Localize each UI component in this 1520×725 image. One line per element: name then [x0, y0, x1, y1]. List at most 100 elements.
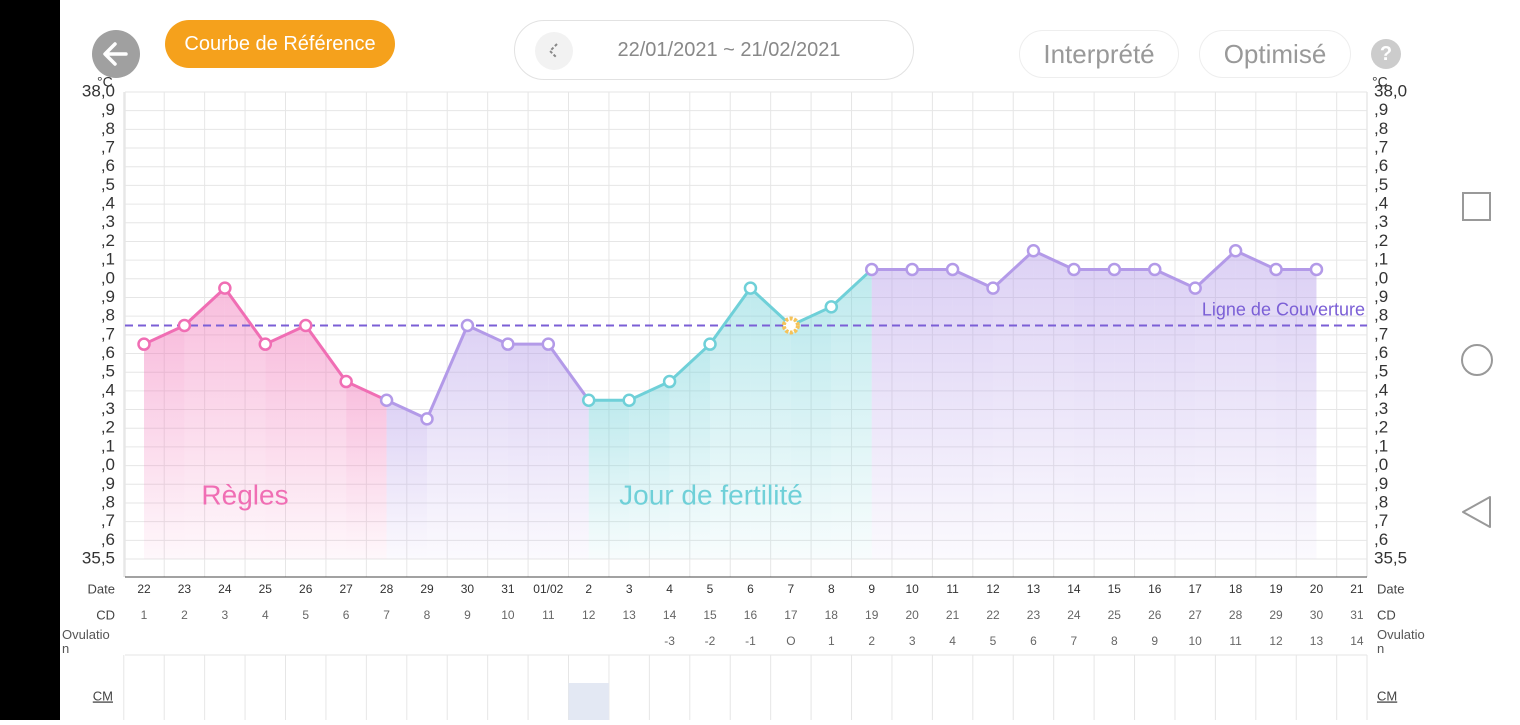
- point: [339, 374, 353, 389]
- point: [1148, 262, 1162, 277]
- area-segment: [548, 344, 589, 559]
- recent-button[interactable]: [1462, 192, 1491, 221]
- point: [218, 281, 232, 295]
- x-tick-label: 30: [461, 582, 475, 596]
- ovulation-label: 9: [1151, 634, 1158, 648]
- y-tick-label: 38,0: [82, 81, 115, 100]
- line-segment: [749, 287, 792, 327]
- point: [662, 374, 677, 389]
- date-range[interactable]: 22/01/2021 ~ 21/02/2021: [514, 20, 914, 80]
- cd-label: 25: [1108, 608, 1122, 622]
- area-segment: [669, 344, 711, 559]
- area-segment: [224, 288, 266, 559]
- y-tick-label: ,8: [101, 492, 115, 511]
- line-segment: [1234, 249, 1277, 271]
- ovulation-label: 14: [1350, 634, 1364, 648]
- area-segment: [386, 400, 428, 559]
- area-segment: [1154, 269, 1196, 559]
- y2-tick-label: ,6: [1374, 343, 1388, 362]
- back-button[interactable]: [92, 30, 140, 78]
- y2-tick-label: ,7: [1374, 138, 1388, 157]
- line-segment: [143, 324, 186, 346]
- x-tick-label: 6: [747, 582, 754, 596]
- ovulation-label: 13: [1310, 634, 1324, 648]
- area-segment: [993, 250, 1034, 559]
- y-tick-label: ,1: [101, 436, 115, 455]
- left-edge: [0, 0, 60, 720]
- line-segment: [425, 324, 469, 420]
- cd-label: 21: [946, 608, 960, 622]
- cd-label: 31: [1350, 608, 1364, 622]
- cd-label: 10: [501, 608, 515, 622]
- point: [581, 393, 596, 407]
- cd-label: 14: [663, 608, 677, 622]
- home-button[interactable]: [1461, 344, 1493, 376]
- y2-tick-label: ,1: [1374, 250, 1388, 269]
- help-button[interactable]: ?: [1371, 39, 1401, 69]
- cd-label: 9: [464, 608, 471, 622]
- area-segment: [1114, 269, 1155, 559]
- point: [379, 393, 394, 407]
- ovulation-label: 6: [1030, 634, 1037, 648]
- y-tick-label: ,5: [101, 175, 115, 194]
- y-tick-label: ,9: [101, 100, 115, 119]
- area-segment: [952, 269, 994, 559]
- x-tick-label: 9: [868, 582, 875, 596]
- y2-tick-label: ,5: [1374, 362, 1388, 381]
- y2-tick-label: ,4: [1374, 380, 1388, 399]
- x-tick-label: 28: [380, 582, 394, 596]
- area-segment: [1073, 269, 1115, 559]
- ovulation-label: -1: [745, 634, 756, 648]
- y2-tick-label: ,0: [1374, 455, 1388, 474]
- cd-label: 2: [181, 608, 188, 622]
- x-tick-label: 29: [420, 582, 434, 596]
- x-tick-label: 24: [218, 582, 232, 596]
- y-tick-label: ,1: [101, 250, 115, 269]
- y-tick-label: ,2: [101, 418, 115, 437]
- back-nav-button[interactable]: [1462, 496, 1491, 528]
- line-segment: [385, 398, 428, 421]
- line-segment: [223, 287, 267, 346]
- point: [1067, 262, 1081, 277]
- point: [905, 262, 919, 277]
- cd-label: 24: [1067, 608, 1081, 622]
- cd-label: 1: [141, 608, 148, 622]
- area-segment: [588, 400, 630, 559]
- cd-label: 17: [784, 608, 798, 622]
- cover-line-label: Ligne de Couverture: [1202, 299, 1365, 319]
- area-segment: [427, 325, 468, 559]
- y2-tick-label: ,2: [1374, 418, 1388, 437]
- line-segment: [345, 380, 388, 402]
- nav-icons: [1461, 192, 1493, 528]
- y-unit: °C: [97, 74, 113, 90]
- x-tick-label: 21: [1350, 582, 1364, 596]
- y2-tick-label: ,9: [1374, 100, 1388, 119]
- point: [298, 318, 313, 333]
- area-segment: [184, 288, 225, 559]
- reference-button[interactable]: Courbe de Référence: [165, 20, 395, 68]
- range-icon: [535, 32, 573, 70]
- y2-tick-label: ,3: [1374, 399, 1388, 418]
- y-tick-label: ,8: [101, 119, 115, 138]
- area-segment: [265, 325, 306, 559]
- tab[interactable]: Interprété: [1019, 30, 1179, 78]
- point: [137, 337, 151, 351]
- tab[interactable]: Optimisé: [1199, 30, 1351, 78]
- x-tick-label: 25: [259, 582, 273, 596]
- y-tick-label: ,4: [101, 194, 115, 213]
- row-label: CM: [1377, 688, 1397, 703]
- area-segment: [1195, 250, 1236, 559]
- x-tick-label: 2: [585, 582, 592, 596]
- x-tick-label: 8: [828, 582, 835, 596]
- cd-label: 22: [986, 608, 1000, 622]
- row-label: CD: [96, 607, 115, 622]
- point: [420, 412, 434, 426]
- cd-label: 8: [424, 608, 431, 622]
- point: [1026, 244, 1041, 258]
- point: [460, 318, 475, 333]
- area-segment: [831, 269, 872, 559]
- ovulation-label: 5: [990, 634, 997, 648]
- y2-tick-label: ,8: [1374, 119, 1388, 138]
- ovulation-label: 4: [949, 634, 956, 648]
